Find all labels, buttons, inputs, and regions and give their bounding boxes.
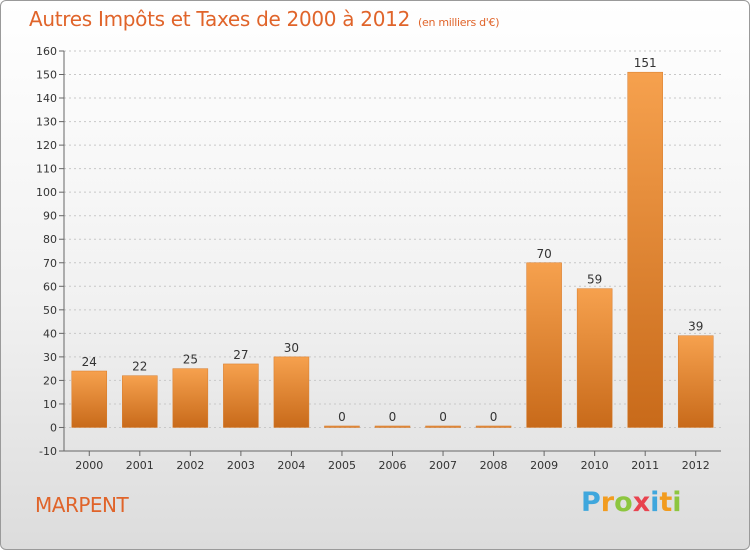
x-tick-label: 2007 (429, 459, 457, 472)
x-tick-label: 2000 (75, 459, 103, 472)
data-label: 39 (688, 320, 703, 334)
y-tick-label: 10 (43, 398, 57, 411)
y-tick-label: 140 (36, 92, 57, 105)
y-tick-label: 160 (36, 45, 57, 58)
bar (526, 262, 562, 428)
x-tick-label: 2010 (581, 459, 609, 472)
data-label: 70 (536, 247, 551, 261)
y-tick-label: 80 (43, 233, 57, 246)
x-tick-label: 2004 (277, 459, 305, 472)
y-tick-label: 90 (43, 210, 57, 223)
y-tick-label: 50 (43, 304, 57, 317)
bar (475, 425, 512, 428)
unit-label: (en milliers d'€) (418, 16, 500, 29)
data-label: 0 (439, 410, 447, 424)
chart-title: Autres Impôts et Taxes de 2000 à 2012 (en… (29, 7, 499, 31)
x-tick-label: 2012 (682, 459, 710, 472)
bar (223, 363, 259, 428)
x-tick-label: 2006 (379, 459, 407, 472)
data-label: 24 (82, 355, 97, 369)
bar (71, 370, 108, 428)
data-label: 30 (284, 341, 299, 355)
logo-letter: P (581, 487, 601, 518)
data-label: 27 (233, 348, 248, 362)
y-tick-label: 40 (43, 327, 57, 340)
logo-letter: r (600, 487, 615, 518)
y-tick-label: 120 (36, 139, 57, 152)
data-label: 0 (338, 410, 346, 424)
data-label: 22 (132, 360, 147, 374)
x-tick-label: 2003 (227, 459, 255, 472)
bar (425, 425, 461, 428)
commune-name: MARPENT (35, 493, 129, 517)
data-label: 25 (183, 353, 198, 367)
bar (627, 71, 663, 428)
bar (374, 425, 411, 428)
y-tick-label: 0 (50, 421, 57, 434)
y-tick-label: 60 (43, 280, 57, 293)
y-tick-label: 100 (36, 186, 57, 199)
chart-title-text: Autres Impôts et Taxes de 2000 à 2012 (29, 7, 410, 31)
bar (576, 288, 613, 428)
x-tick-label: 2002 (176, 459, 204, 472)
bar (122, 375, 158, 428)
logo-letter: i (650, 487, 660, 518)
data-label: 0 (490, 410, 498, 424)
proxiti-logo[interactable]: Proxiti (581, 487, 682, 518)
logo-letter: x (632, 487, 651, 518)
y-tick-label: 20 (43, 374, 57, 387)
y-tick-label: 30 (43, 351, 57, 364)
x-tick-label: 2011 (631, 459, 659, 472)
y-tick-label: 130 (36, 116, 57, 129)
y-tick-label: 110 (36, 163, 57, 176)
x-tick-label: 2008 (480, 459, 508, 472)
data-label: 59 (587, 273, 602, 287)
y-tick-label: -10 (39, 445, 57, 458)
y-tick-label: 70 (43, 257, 57, 270)
bar (172, 368, 209, 428)
bar (677, 335, 714, 428)
logo-letter: o (614, 487, 633, 518)
x-tick-label: 2009 (530, 459, 558, 472)
y-tick-label: 150 (36, 69, 57, 82)
data-label: 0 (389, 410, 397, 424)
bar (324, 425, 360, 428)
bar (273, 356, 310, 428)
x-tick-label: 2005 (328, 459, 356, 472)
logo-letter: t (659, 487, 673, 518)
x-tick-label: 2001 (126, 459, 154, 472)
logo-letter: i (672, 487, 682, 518)
data-label: 151 (634, 56, 657, 70)
